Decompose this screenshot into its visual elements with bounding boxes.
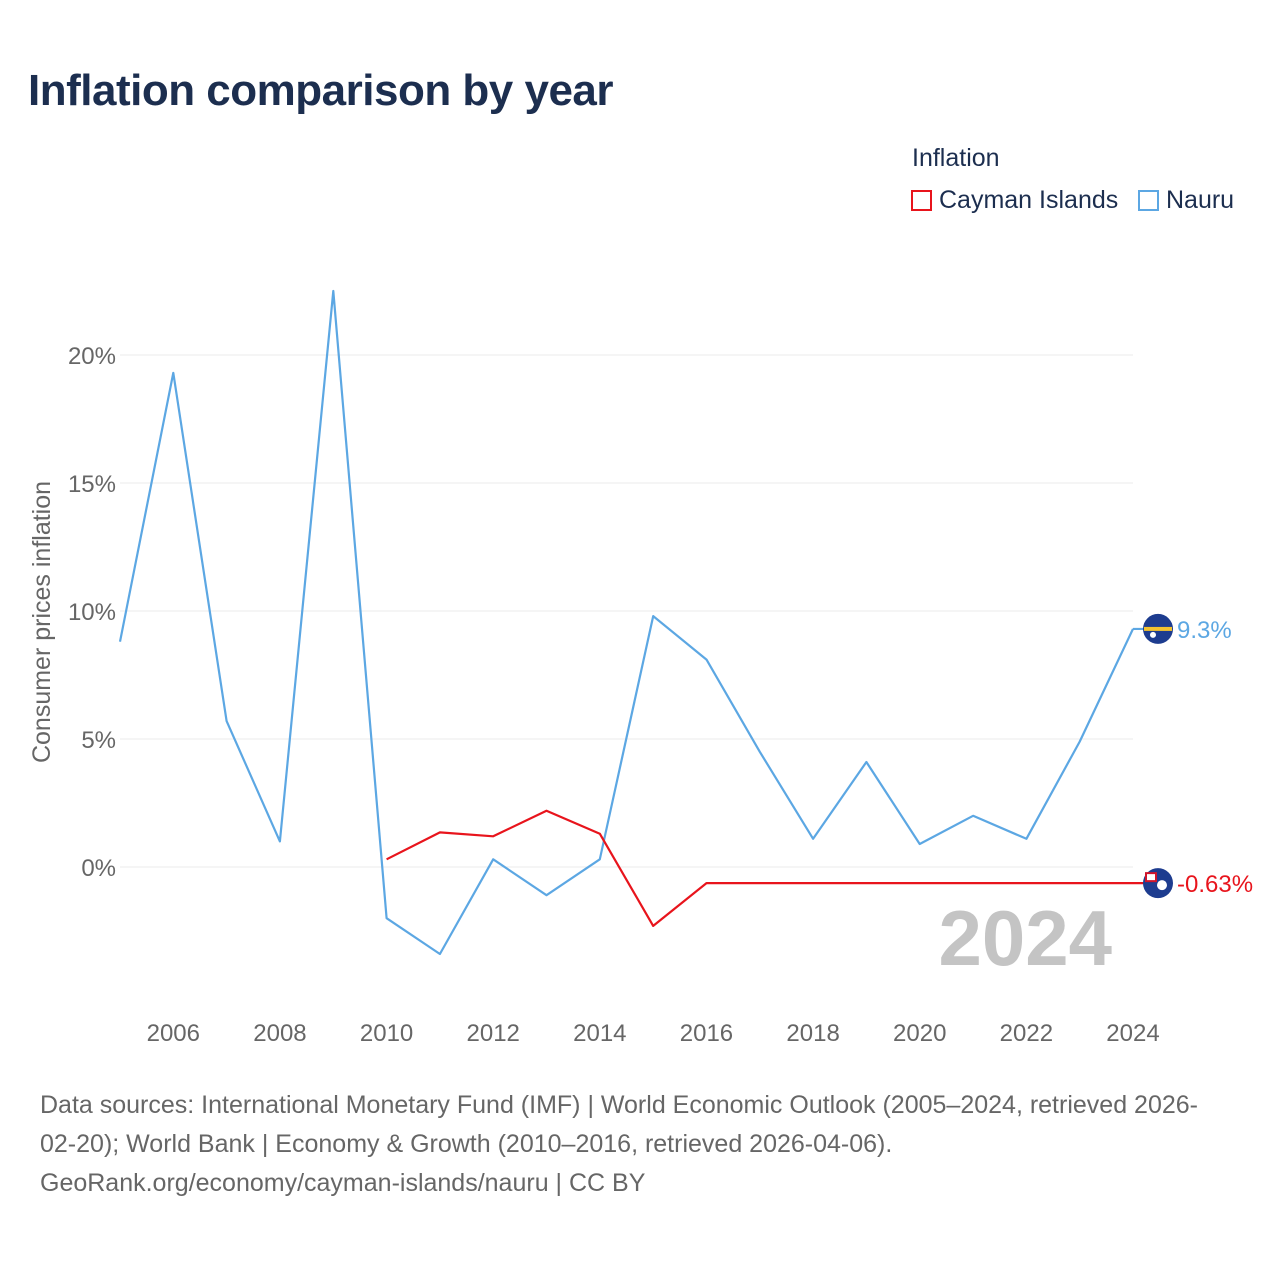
x-tick-label-2020: 2020	[893, 1020, 946, 1047]
y-tick-label-10: 10%	[68, 599, 116, 626]
flag-star-nauru	[1150, 631, 1156, 638]
x-tick-label-2006: 2006	[147, 1020, 200, 1047]
flag-stripe-nauru	[1144, 626, 1172, 631]
x-tick-label-2010: 2010	[360, 1020, 413, 1047]
year-watermark: 2024	[938, 894, 1112, 982]
legend-swatch-cayman-islands	[911, 190, 932, 211]
legend-item-nauru[interactable]: Nauru	[1138, 186, 1234, 215]
legend-title: Inflation	[912, 144, 1000, 172]
y-tick-label-20: 20%	[68, 343, 116, 370]
y-axis-label: Consumer prices inflation	[28, 481, 56, 763]
flag-crest-cayman	[1157, 880, 1167, 891]
legend-label-nauru: Nauru	[1166, 186, 1235, 214]
x-tick-label-2012: 2012	[467, 1020, 520, 1047]
x-tick-label-2014: 2014	[573, 1020, 626, 1047]
legend-label-cayman-islands: Cayman Islands	[939, 186, 1119, 214]
series-line-cayman-islands	[386, 809, 1133, 928]
x-tick-label-2022: 2022	[1000, 1020, 1053, 1047]
y-tick-label-15: 15%	[68, 471, 116, 498]
chart-title: Inflation comparison by year	[28, 66, 614, 115]
source-note: Data sources: International Monetary Fun…	[40, 1086, 1250, 1203]
x-tick-label-2018: 2018	[786, 1020, 839, 1047]
legend-item-cayman-islands[interactable]: Cayman Islands	[911, 186, 1118, 215]
y-tick-label-0: 0%	[81, 855, 116, 882]
x-tick-label-2008: 2008	[253, 1020, 306, 1047]
end-label-cayman-islands: -0.63%	[1177, 871, 1253, 898]
source-line-3: GeoRank.org/economy/cayman-islands/nauru…	[40, 1169, 646, 1197]
source-line-2: 02-20); World Bank | Economy & Growth (2…	[40, 1130, 893, 1158]
source-line-1: Data sources: International Monetary Fun…	[40, 1091, 1198, 1119]
y-tick-label-5: 5%	[81, 727, 116, 754]
end-label-nauru: 9.3%	[1177, 617, 1232, 644]
series-line-nauru	[118, 289, 1134, 956]
flag-union-white-cayman	[1147, 874, 1155, 881]
x-tick-label-2016: 2016	[680, 1020, 733, 1047]
x-tick-label-2024: 2024	[1106, 1020, 1159, 1047]
legend-swatch-nauru	[1138, 190, 1159, 211]
